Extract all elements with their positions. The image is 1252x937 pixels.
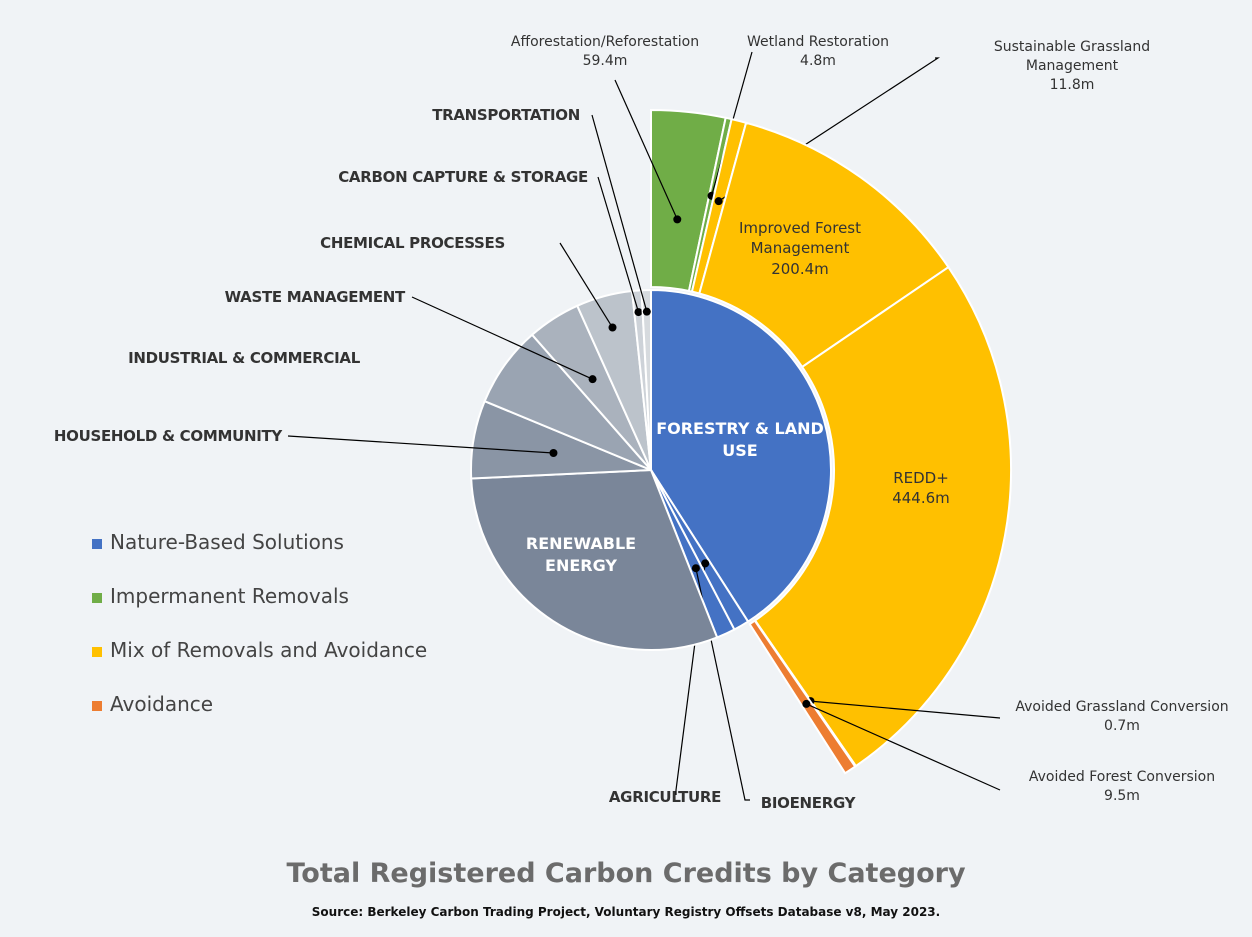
slice-label: AGRICULTURE <box>608 788 722 806</box>
legend-item: Mix of Removals and Avoidance <box>92 638 427 662</box>
leader-dot <box>701 559 710 568</box>
slice-label: HOUSEHOLD & COMMUNITY <box>53 427 282 445</box>
outer-segment <box>753 265 1012 768</box>
slice-label: BIOENERGY <box>760 794 856 812</box>
segment-name: Afforestation/Reforestation <box>510 34 700 50</box>
slice-label: FORESTRY & LAND USE <box>656 419 824 460</box>
leader-dot <box>642 307 651 316</box>
outer-segment <box>698 121 950 369</box>
slice-label: WASTE MANAGEMENT <box>224 288 406 306</box>
legend-label: Avoidance <box>110 692 214 716</box>
legend-item: Avoidance <box>92 692 213 716</box>
legend-swatch <box>92 593 102 603</box>
leader-line <box>810 700 1001 719</box>
legend-swatch <box>92 701 102 711</box>
segment-label: Afforestation/Reforestation 59.4m <box>485 33 725 71</box>
segment-value: 59.4m <box>582 52 628 69</box>
segment-name: Wetland Restoration <box>746 34 890 50</box>
segment-name: REDD+ <box>893 469 949 487</box>
segment-label: Improved Forest Management 200.4m <box>725 218 875 279</box>
segment-name: Avoided Forest Conversion <box>1028 769 1216 785</box>
leader-dot <box>588 375 597 384</box>
segment-label: Wetland Restoration 4.8m <box>698 33 938 71</box>
leader-dot <box>714 197 723 206</box>
leader-dot <box>608 323 617 332</box>
chart-title: Total Registered Carbon Credits by Categ… <box>286 858 966 889</box>
segment-name: Improved Forest Management <box>739 219 861 258</box>
slice-label: RENEWABLE ENERGY <box>525 534 637 575</box>
leader-line <box>695 568 750 801</box>
segment-name: Sustainable Grassland Management <box>993 39 1151 74</box>
segment-value: 200.4m <box>771 259 829 278</box>
leader-dot <box>634 308 643 317</box>
segment-value: 9.5m <box>1104 787 1140 804</box>
segment-label: Sustainable Grassland Management 11.8m <box>952 38 1192 95</box>
slice-label: CARBON CAPTURE & STORAGE <box>338 168 588 186</box>
slice-label: TRANSPORTATION <box>432 106 580 124</box>
segment-label: Avoided Forest Conversion 9.5m <box>1002 768 1242 806</box>
segment-value: 4.8m <box>800 52 836 69</box>
source-note: Source: Berkeley Carbon Trading Project,… <box>311 905 941 919</box>
leader-line <box>806 703 1001 791</box>
inner-slice <box>640 288 652 471</box>
leader-dot <box>691 564 700 573</box>
segment-value: 0.7m <box>1104 717 1140 734</box>
leader-dot <box>673 215 682 224</box>
leader-dot <box>802 699 811 708</box>
segment-name: Avoided Grassland Conversion <box>1015 699 1229 715</box>
legend-label: Mix of Removals and Avoidance <box>110 638 428 662</box>
legend-swatch <box>92 647 102 657</box>
inner-slice <box>470 468 719 651</box>
slice-label: CHEMICAL PROCESSES <box>320 234 505 252</box>
segment-value: 444.6m <box>892 489 950 508</box>
legend-label: Impermanent Removals <box>110 584 349 608</box>
segment-label: REDD+ 444.6m <box>846 468 996 509</box>
leader-line <box>591 114 648 312</box>
leader-line <box>411 296 593 380</box>
leader-line <box>559 242 614 328</box>
slice-label: INDUSTRIAL & COMMERCIAL <box>128 349 360 367</box>
outer-segment <box>748 619 857 775</box>
segment-label: Avoided Grassland Conversion 0.7m <box>1002 698 1242 736</box>
legend-label: Nature-Based Solutions <box>110 530 344 554</box>
segment-value: 11.8m <box>1049 76 1095 93</box>
legend-swatch <box>92 539 102 549</box>
legend-item: Impermanent Removals <box>92 584 349 608</box>
leader-line <box>287 435 554 454</box>
leader-line <box>597 176 640 313</box>
leader-line <box>614 79 678 220</box>
legend-item: Nature-Based Solutions <box>92 530 344 554</box>
leader-dot <box>549 449 558 458</box>
